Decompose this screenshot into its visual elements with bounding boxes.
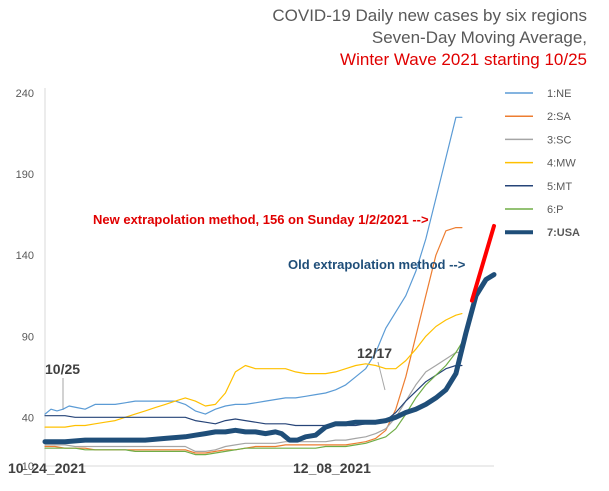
x-tick-label: 12_08_2021 xyxy=(293,460,371,476)
series-line-3sc xyxy=(44,351,463,452)
series-line-1ne xyxy=(44,116,463,415)
annotation-10-25: 10/25 xyxy=(45,361,80,377)
annotation-12-17: 12/17 xyxy=(357,345,392,361)
y-tick-label: 10 xyxy=(22,461,34,473)
y-tick-label: 240 xyxy=(16,88,34,100)
annotation-new-method: New extrapolation method, 156 on Sunday … xyxy=(93,212,429,227)
series-line-6p xyxy=(44,342,463,456)
legend-label: 4:MW xyxy=(547,158,576,170)
legend-label: 2:SA xyxy=(547,111,572,123)
y-tick-label: 190 xyxy=(16,169,34,181)
series-line-5mt xyxy=(44,364,463,427)
y-tick-label: 140 xyxy=(16,250,34,262)
chart-title-line-2: Seven-Day Moving Average, xyxy=(371,28,587,47)
series-line-7usa xyxy=(42,272,497,445)
extrapolation-line xyxy=(469,223,496,303)
chart-title-line-3: Winter Wave 2021 starting 10/25 xyxy=(340,50,587,69)
y-tick-label: 90 xyxy=(22,331,34,343)
legend-label: 5:MT xyxy=(547,181,572,193)
y-tick-label: 40 xyxy=(22,412,34,424)
chart-title-line-1: COVID-19 Daily new cases by six regions xyxy=(272,6,587,25)
legend-label: 7:USA xyxy=(547,227,580,239)
x-tick-label: 10_24_2021 xyxy=(8,460,86,476)
annotation-old-method: Old extrapolation method --> xyxy=(288,257,466,272)
series-line-4mw xyxy=(44,313,463,428)
legend-label: 1:NE xyxy=(547,88,571,100)
legend-label: 6:P xyxy=(547,204,564,216)
legend-label: 3:SC xyxy=(547,134,572,146)
